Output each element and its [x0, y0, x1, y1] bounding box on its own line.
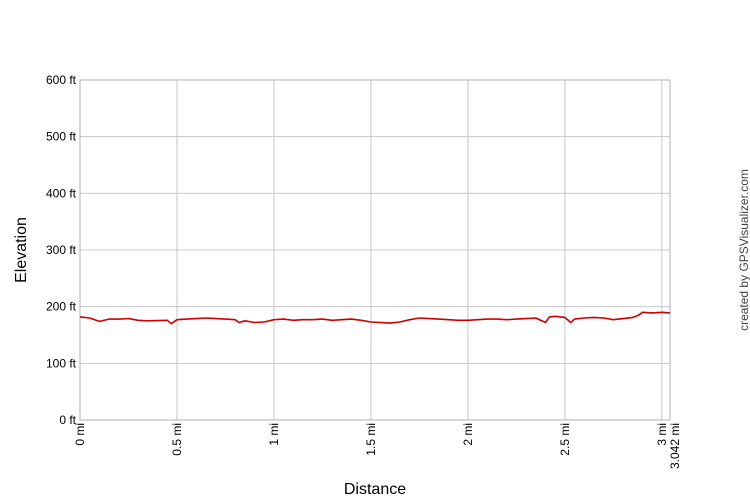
- y-tick-label: 400 ft: [46, 186, 77, 200]
- y-axis-title: Elevation: [13, 217, 30, 283]
- x-tick-label: 0 mi: [73, 423, 87, 446]
- x-tick-label: 3.042 mi: [668, 423, 682, 469]
- x-tick-label: 2 mi: [461, 423, 475, 446]
- credit-text: created by GPSVisualizer.com: [737, 169, 750, 331]
- x-tick-labels: 0 mi 0.5 mi 1 mi 1.5 mi 2 mi 2.5 mi 3 mi 3.042 …: [73, 423, 682, 469]
- x-axis-title: Distance: [344, 481, 406, 498]
- x-tick-label: 3 mi: [655, 423, 669, 446]
- y-tick-label: 200 ft: [46, 300, 77, 314]
- plot-frame: [79, 79, 671, 421]
- x-tick-label: 1 mi: [267, 423, 281, 446]
- x-tick-label: 0.5 mi: [170, 423, 184, 456]
- y-tick-label: 600 ft: [46, 73, 77, 87]
- series-line: [79, 311, 671, 325]
- x-tick-label: 1.5 mi: [364, 423, 378, 456]
- series-layer: [79, 311, 671, 325]
- y-gridlines: [80, 136, 670, 364]
- x-tick-label: 2.5 mi: [558, 423, 572, 456]
- y-tick-labels: 0 ft 100 ft 200 ft 300 ft 400 ft 500 ft 600 ft: [46, 73, 77, 427]
- y-tick-label: 100 ft: [46, 356, 77, 370]
- y-tick-label: 0 ft: [59, 413, 76, 427]
- y-tick-label: 300 ft: [46, 243, 77, 257]
- y-tick-label: 500 ft: [46, 130, 77, 144]
